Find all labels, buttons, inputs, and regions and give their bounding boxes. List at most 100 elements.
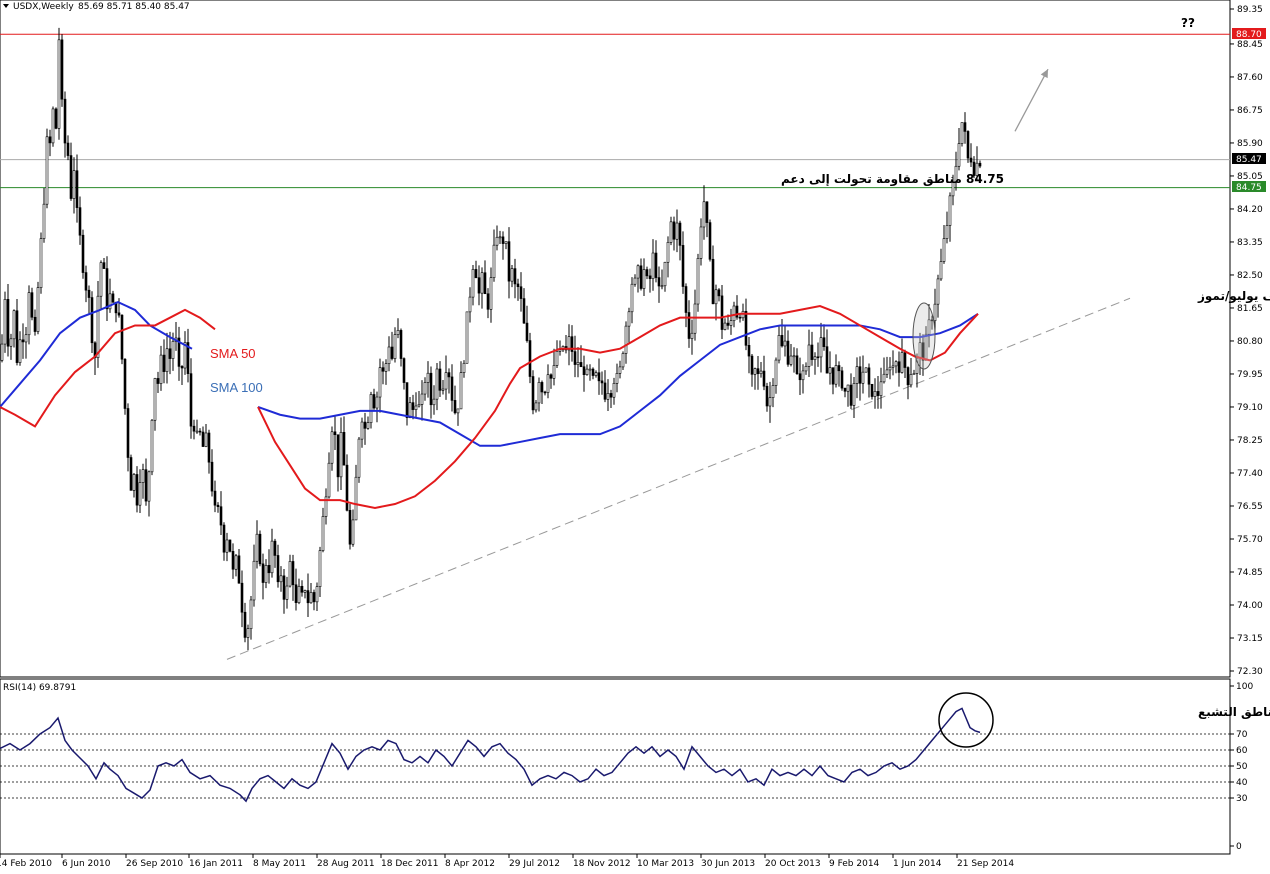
candles-layer (0, 27, 982, 651)
candle (87, 285, 91, 315)
candle (744, 298, 748, 351)
menu-triangle-icon[interactable] (3, 4, 9, 8)
candle (381, 361, 385, 385)
candle (138, 469, 142, 514)
candle (153, 377, 157, 431)
candle (243, 602, 247, 643)
candle (618, 360, 622, 379)
candle (141, 463, 145, 499)
candle (765, 382, 769, 412)
date-tick-label: 18 Nov 2012 (573, 859, 631, 869)
candle (795, 348, 799, 375)
candle (237, 548, 241, 584)
candle (906, 366, 910, 400)
candle (39, 232, 43, 294)
price-tick-label: 81.65 (1237, 304, 1263, 314)
candle (186, 328, 190, 383)
price-tick-label: 77.40 (1237, 469, 1263, 479)
candle (792, 347, 796, 373)
candle (612, 377, 616, 405)
candle (675, 209, 679, 253)
candle (639, 258, 643, 291)
candle (57, 27, 61, 140)
candle (213, 480, 217, 513)
candle (480, 267, 484, 309)
candle (396, 318, 400, 339)
candle (339, 417, 343, 490)
candle (894, 360, 898, 374)
candle (120, 314, 124, 365)
candle (645, 266, 649, 280)
main-panel-frame (0, 0, 1231, 678)
candle (729, 308, 733, 335)
candle (486, 288, 490, 319)
candle (699, 218, 703, 266)
candle (6, 283, 10, 357)
candle (474, 260, 478, 279)
candle (378, 358, 382, 413)
candle (555, 340, 559, 368)
candle (351, 509, 355, 547)
candle (0, 334, 4, 363)
candle (405, 382, 409, 426)
arrow-up-icon (1014, 68, 1049, 132)
candle (960, 122, 964, 147)
candle (576, 347, 580, 378)
candle (870, 383, 874, 400)
rsi-tick-label: 100 (1236, 682, 1253, 692)
rsi-tick-label: 40 (1236, 778, 1248, 788)
candle (366, 416, 370, 430)
candle (156, 371, 160, 393)
candle (390, 331, 394, 361)
candle (840, 366, 844, 391)
candle (633, 274, 637, 287)
price-tick-label: 80.80 (1237, 337, 1263, 347)
price-tag-upper-red: 88.70 (1232, 28, 1266, 40)
candle (72, 157, 76, 214)
candle (483, 260, 487, 295)
candle (915, 353, 919, 388)
rsi-label: RSI(14) 69.8791 (3, 683, 76, 693)
arrow-head-icon (1040, 69, 1048, 79)
candle (333, 415, 337, 451)
candle (315, 582, 319, 611)
candle (63, 91, 67, 158)
candle (312, 589, 316, 611)
candle (90, 291, 94, 354)
candle (273, 538, 277, 568)
candle (438, 361, 442, 397)
rsi-tick-label: 50 (1236, 762, 1248, 772)
candle (126, 403, 130, 472)
candle (225, 532, 229, 562)
candle (933, 288, 937, 334)
candle (216, 502, 220, 513)
ascending-trendline (226, 297, 1131, 660)
candle (717, 288, 721, 302)
candle (417, 390, 421, 408)
candle (66, 135, 70, 161)
date-tick-label: 8 May 2011 (253, 859, 306, 869)
candle (477, 265, 481, 306)
candle (900, 338, 904, 374)
candle (828, 351, 832, 385)
breakout-ellipse (912, 302, 936, 370)
candle (84, 265, 88, 303)
candle (9, 333, 13, 360)
candle (594, 370, 598, 378)
candle (372, 388, 376, 410)
candle (504, 241, 508, 250)
sma100-line (0, 301, 193, 408)
candle (147, 470, 151, 517)
candle (879, 367, 883, 409)
candle (603, 370, 607, 403)
candle (510, 264, 514, 288)
price-tick-label: 86.75 (1237, 106, 1263, 116)
price-tick-label: 87.60 (1237, 73, 1263, 83)
sma-layer (0, 301, 979, 509)
candle (966, 130, 970, 163)
candle (297, 578, 301, 605)
candle (690, 319, 694, 355)
candle (798, 357, 802, 395)
candle (450, 364, 454, 412)
candle (507, 227, 511, 299)
